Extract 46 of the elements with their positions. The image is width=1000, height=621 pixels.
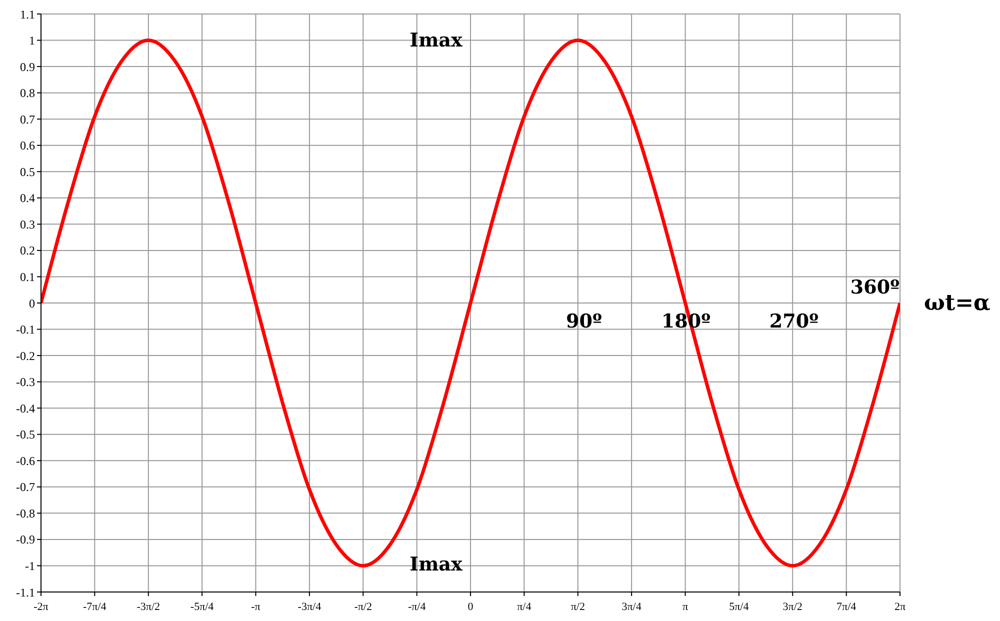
y-tick-label: 0.1	[20, 270, 35, 284]
y-tick-label: -0.7	[16, 480, 35, 494]
y-tick-label: 0.7	[20, 112, 35, 126]
y-tick-label: 0.8	[20, 86, 35, 100]
x-tick-label: -5π/4	[190, 601, 214, 613]
x-tick-label: 3π/4	[622, 601, 642, 613]
y-tick-label: 0.2	[20, 244, 35, 258]
y-tick-label: -1	[25, 558, 35, 573]
x-tick-label: -2π	[34, 601, 49, 613]
y-tick-label: -0.3	[16, 375, 35, 390]
y-tick-label: -0.9	[16, 532, 35, 547]
y-tick-label: -0.2	[16, 348, 35, 363]
annotation: Imax	[410, 30, 462, 52]
y-tick-label: 0.3	[20, 217, 35, 232]
y-tick-label: -0.5	[16, 428, 35, 442]
x-tick-label: -3π/2	[136, 601, 160, 613]
x-tick-label: π	[682, 601, 689, 613]
x-tick-label: 3π/2	[782, 601, 802, 613]
x-tick-label: 2π	[894, 601, 906, 613]
x-tick-label: 5π/4	[729, 601, 750, 613]
y-tick-label: 0.4	[20, 191, 35, 206]
x-tick-label: -π	[251, 601, 261, 613]
y-tick-label: 0.5	[20, 164, 35, 179]
annotation: 360º	[850, 276, 900, 298]
x-tick-label: π/2	[570, 601, 585, 613]
y-tick-label: 0.6	[20, 138, 35, 153]
x-tick-label: 0	[468, 601, 474, 613]
y-tick-label: 0	[29, 296, 35, 310]
x-tick-label: -π/4	[408, 601, 426, 613]
y-tick-label: 0.9	[20, 60, 35, 74]
x-tick-label: -π/2	[354, 601, 372, 613]
y-tick-label: -1.1	[16, 585, 35, 600]
x-axis-title: ωt=α	[924, 290, 990, 316]
x-tick-label: 7π/4	[836, 601, 857, 613]
x-tick-label: -7π/4	[83, 601, 107, 613]
x-tick-label: π/4	[517, 601, 532, 613]
annotation: 270º	[769, 310, 819, 332]
y-tick-label: 1.1	[20, 7, 35, 22]
y-tick-label: -0.6	[16, 454, 35, 468]
annotation: Imax	[410, 554, 462, 576]
y-tick-label: -0.1	[16, 322, 35, 337]
y-tick-label: -0.8	[16, 506, 35, 520]
y-tick-label: -0.4	[16, 401, 35, 416]
y-tick-label: 1	[29, 34, 35, 48]
annotation: 90º	[566, 310, 602, 332]
x-tick-label: -3π/4	[298, 601, 322, 613]
